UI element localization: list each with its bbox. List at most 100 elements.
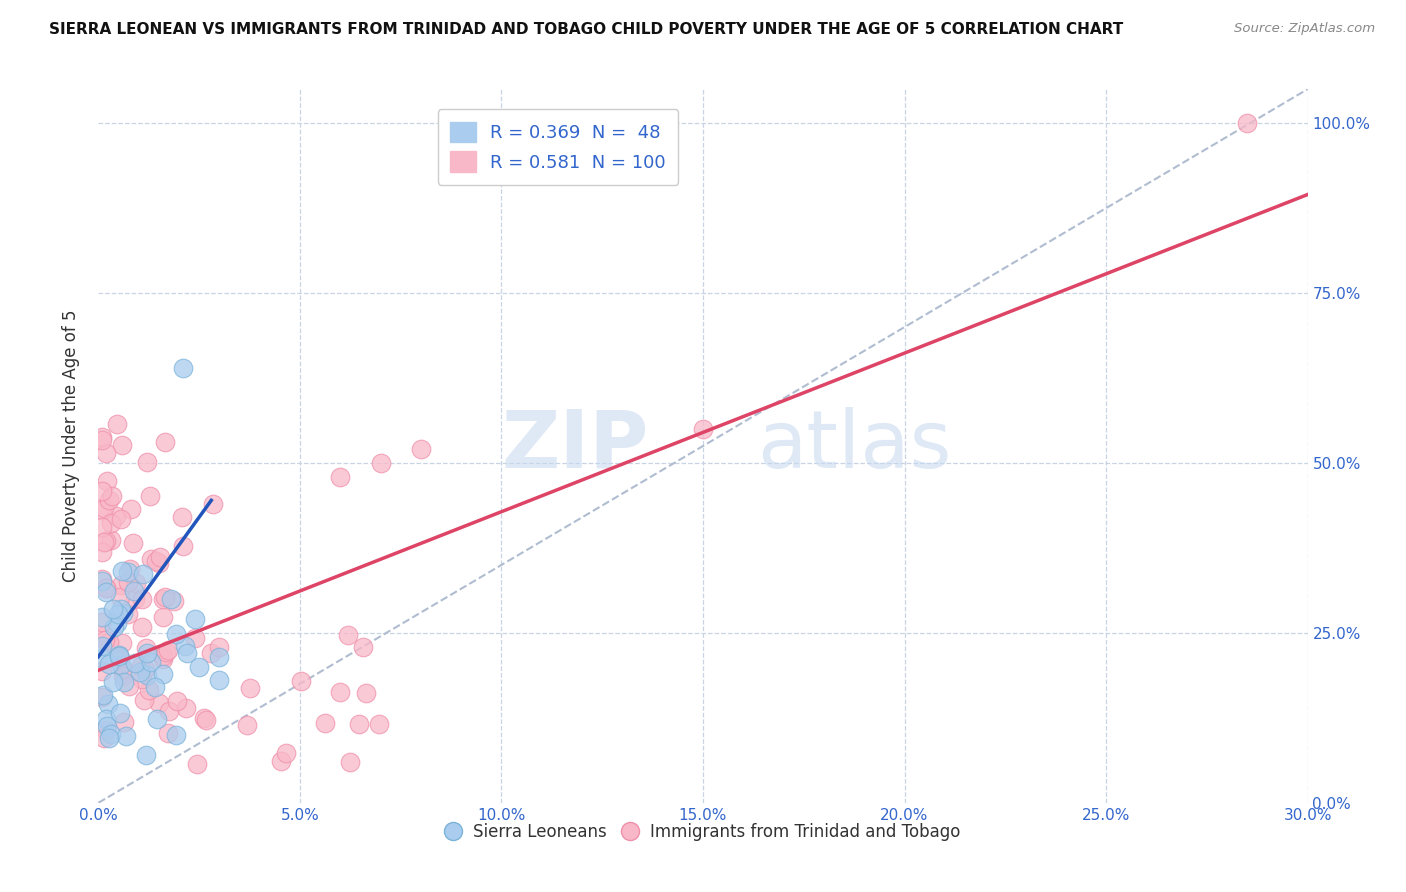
Point xyxy=(110,657,132,672)
Point xyxy=(138,489,160,503)
Point xyxy=(153,590,176,604)
Point xyxy=(202,497,225,511)
Point xyxy=(337,628,360,642)
Point xyxy=(134,662,156,676)
Point xyxy=(124,591,146,606)
Point xyxy=(110,590,132,604)
Point xyxy=(165,627,187,641)
Point xyxy=(329,685,352,699)
Point xyxy=(93,501,115,516)
Point xyxy=(270,754,292,768)
Point xyxy=(148,696,170,710)
Point xyxy=(108,706,131,720)
Point xyxy=(290,674,312,689)
Point xyxy=(100,727,122,741)
Point xyxy=(97,731,120,746)
Point xyxy=(131,592,153,607)
Point xyxy=(173,639,195,653)
Point xyxy=(118,562,141,576)
Point xyxy=(143,680,166,694)
Point xyxy=(91,484,114,499)
Point xyxy=(91,430,114,444)
Point xyxy=(152,652,174,666)
Point xyxy=(94,446,117,460)
Point xyxy=(152,648,174,663)
Point xyxy=(370,456,392,470)
Point xyxy=(152,610,174,624)
Point xyxy=(107,607,129,622)
Point xyxy=(339,755,361,769)
Point xyxy=(98,634,121,648)
Point xyxy=(139,656,162,670)
Point xyxy=(139,552,162,566)
Point xyxy=(112,662,135,676)
Point xyxy=(188,660,211,674)
Point xyxy=(94,581,117,595)
Point xyxy=(105,616,128,631)
Point xyxy=(148,556,170,570)
Point xyxy=(111,564,134,578)
Point xyxy=(101,602,124,616)
Point xyxy=(176,701,198,715)
Point xyxy=(91,688,114,702)
Point xyxy=(136,668,159,682)
Point xyxy=(93,535,115,549)
Point xyxy=(103,620,125,634)
Point xyxy=(91,433,114,447)
Point xyxy=(110,602,132,616)
Point xyxy=(110,578,132,592)
Point xyxy=(132,567,155,582)
Point xyxy=(352,640,374,655)
Point xyxy=(124,656,146,670)
Point xyxy=(94,585,117,599)
Point xyxy=(156,726,179,740)
Point xyxy=(91,520,114,534)
Point xyxy=(114,714,136,729)
Point xyxy=(96,719,118,733)
Point xyxy=(117,607,139,621)
Text: atlas: atlas xyxy=(758,407,952,485)
Point xyxy=(172,510,194,524)
Point xyxy=(176,646,198,660)
Point xyxy=(184,632,207,646)
Point xyxy=(97,697,120,711)
Point xyxy=(117,575,139,590)
Point xyxy=(149,549,172,564)
Point xyxy=(236,718,259,732)
Point xyxy=(96,712,118,726)
Point xyxy=(128,665,150,679)
Point xyxy=(117,566,139,580)
Point xyxy=(146,712,169,726)
Point xyxy=(132,693,155,707)
Point xyxy=(131,672,153,686)
Point xyxy=(172,539,194,553)
Point xyxy=(193,711,215,725)
Point xyxy=(163,594,186,608)
Point xyxy=(314,716,336,731)
Point xyxy=(156,642,179,657)
Text: ZIP: ZIP xyxy=(502,407,648,485)
Point xyxy=(91,545,114,559)
Point xyxy=(186,757,208,772)
Point xyxy=(100,533,122,548)
Point xyxy=(135,455,157,469)
Point xyxy=(91,503,114,517)
Point xyxy=(125,576,148,591)
Point xyxy=(166,694,188,708)
Point xyxy=(165,728,187,742)
Point xyxy=(96,474,118,488)
Point xyxy=(108,649,131,664)
Point xyxy=(200,646,222,660)
Point xyxy=(108,650,131,665)
Point xyxy=(131,620,153,634)
Point xyxy=(692,422,714,436)
Point xyxy=(91,615,114,630)
Point xyxy=(91,690,114,704)
Point xyxy=(91,651,114,665)
Text: SIERRA LEONEAN VS IMMIGRANTS FROM TRINIDAD AND TOBAGO CHILD POVERTY UNDER THE AG: SIERRA LEONEAN VS IMMIGRANTS FROM TRINID… xyxy=(49,22,1123,37)
Legend: Sierra Leoneans, Immigrants from Trinidad and Tobago: Sierra Leoneans, Immigrants from Trinida… xyxy=(439,817,967,848)
Point xyxy=(93,731,115,746)
Point xyxy=(97,492,120,507)
Point xyxy=(194,713,217,727)
Point xyxy=(152,666,174,681)
